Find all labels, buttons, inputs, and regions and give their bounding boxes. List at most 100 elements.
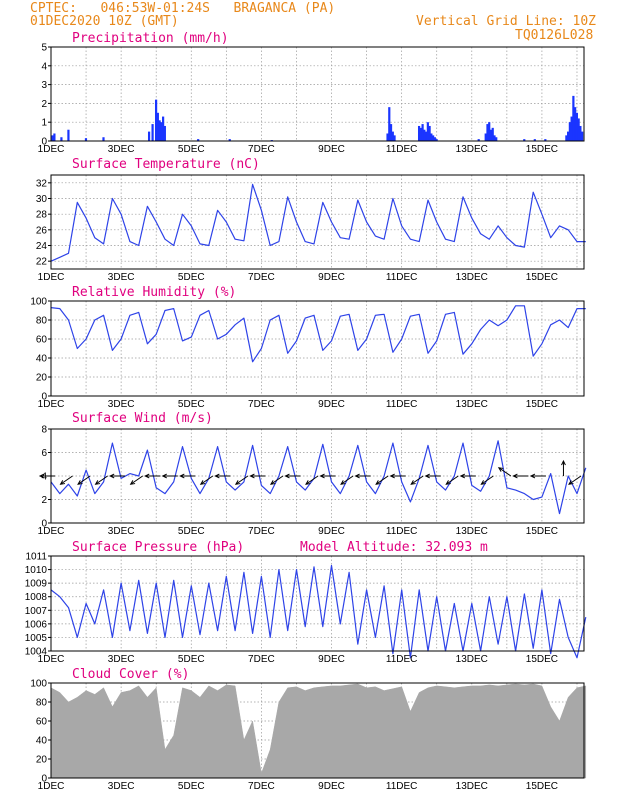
precip-bar	[421, 124, 424, 141]
station-header: CPTEC: 046:53W-01:24S BRAGANCA (PA)	[30, 1, 336, 16]
precip-bar	[565, 135, 568, 141]
wind-arrow	[77, 475, 91, 485]
precip-bar	[425, 131, 428, 141]
precip-bar	[577, 118, 580, 141]
precip-bar	[435, 139, 438, 141]
x-tick-label: 11DEC	[386, 399, 418, 410]
wind-arrow-head	[305, 480, 311, 485]
wind-arrow-head	[214, 473, 220, 479]
wind-arrow	[481, 475, 494, 485]
x-tick-label: 3DEC	[108, 144, 135, 155]
precip-title: Precipitation (mm/h)	[72, 31, 229, 46]
precip-bar	[426, 122, 429, 141]
precip-bar	[84, 138, 88, 141]
precip-bar	[491, 127, 494, 141]
y-tick-label: 6	[41, 448, 47, 459]
precip-bar	[430, 133, 433, 141]
y-tick-label: 0	[41, 137, 47, 148]
x-tick-label: 1DEC	[38, 654, 65, 665]
precip-bar	[154, 99, 158, 141]
humidity-title: Relative Humidity (%)	[72, 285, 236, 300]
wind-arrow-head	[161, 473, 167, 479]
pressure-line	[50, 564, 587, 659]
x-tick-label: 1DEC	[38, 272, 65, 283]
precip-bar	[574, 107, 577, 141]
wind-arrow-head	[59, 480, 66, 485]
precip-bar	[160, 122, 163, 141]
y-tick-label: 24	[36, 241, 48, 252]
wind-arrow-head	[529, 473, 536, 479]
y-tick-label: 0	[41, 392, 47, 403]
panel-cloud	[48, 682, 587, 779]
y-tick-label: 100	[30, 297, 47, 308]
wind-line	[50, 440, 587, 515]
run-datetime: 01DEC2020 10Z (GMT)	[30, 14, 179, 29]
model-code: TQ0126L028	[515, 28, 594, 43]
y-tick-label: 28	[36, 210, 48, 221]
precip-bar	[493, 135, 496, 141]
panel-precip	[48, 46, 585, 142]
wind-arrow-head	[77, 480, 83, 485]
wind-arrow-head	[179, 473, 185, 479]
wind-arrow	[445, 475, 459, 485]
precip-bar	[228, 139, 231, 141]
x-tick-label: 5DEC	[178, 272, 205, 283]
x-tick-label: 15DEC	[526, 144, 558, 155]
y-tick-label: 30	[36, 194, 48, 205]
model-altitude-label: Model Altitude: 32.093 m	[300, 540, 488, 555]
wind-arrow-head	[249, 473, 255, 479]
wind-arrow	[568, 475, 582, 485]
x-tick-label: 9DEC	[318, 272, 345, 283]
wind-arrow-head	[199, 480, 206, 485]
precip-bar	[428, 125, 431, 141]
precip-bar	[162, 116, 165, 141]
x-tick-label: 5DEC	[178, 526, 205, 537]
y-tick-label: 40	[36, 354, 48, 365]
precip-bar	[419, 127, 422, 141]
panel-frame	[50, 300, 585, 397]
x-tick-label: 11DEC	[386, 654, 418, 665]
wind-arrow-head	[354, 473, 360, 479]
x-tick-label: 3DEC	[108, 526, 135, 537]
wind-arrow	[498, 467, 512, 477]
x-tick-label: 13DEC	[456, 272, 488, 283]
temperature-title: Surface Temperature (nC)	[72, 157, 260, 172]
wind-arrow-head	[269, 480, 276, 485]
x-tick-label: 15DEC	[526, 526, 558, 537]
wind-arrow-head	[410, 480, 416, 485]
x-tick-label: 11DEC	[386, 526, 418, 537]
precip-bar	[156, 112, 159, 141]
x-tick-label: 7DEC	[248, 144, 275, 155]
precip-bar	[393, 135, 396, 141]
y-tick-label: 1006	[25, 619, 48, 630]
panel-frame	[50, 682, 585, 779]
wind-arrow	[130, 475, 143, 485]
precip-bar	[570, 116, 573, 141]
temperature-line	[50, 183, 586, 262]
y-tick-label: 60	[36, 717, 48, 728]
x-tick-label: 13DEC	[456, 144, 488, 155]
precip-bar	[477, 139, 480, 141]
precip-bar	[151, 124, 154, 141]
y-tick-label: 0	[41, 519, 47, 530]
x-tick-label: 5DEC	[178, 399, 205, 410]
x-tick-label: 7DEC	[248, 399, 275, 410]
y-tick-label: 1009	[25, 579, 48, 590]
panel-pressure	[48, 555, 587, 659]
panel-humidity	[48, 300, 586, 397]
y-tick-label: 1007	[25, 606, 48, 617]
x-tick-label: 3DEC	[108, 654, 135, 665]
wind-arrow-head	[568, 480, 574, 485]
precip-bar	[495, 137, 498, 141]
wind-arrow-head	[459, 473, 466, 479]
wind-arrow-head	[129, 480, 136, 485]
x-tick-label: 9DEC	[318, 144, 345, 155]
wind-arrow	[340, 475, 354, 485]
wind-arrow	[410, 475, 424, 485]
wind-arrow	[235, 475, 249, 485]
x-tick-label: 9DEC	[318, 526, 345, 537]
precip-bar	[567, 131, 570, 141]
precip-bar	[163, 125, 166, 141]
wind-arrow-head	[375, 480, 381, 485]
